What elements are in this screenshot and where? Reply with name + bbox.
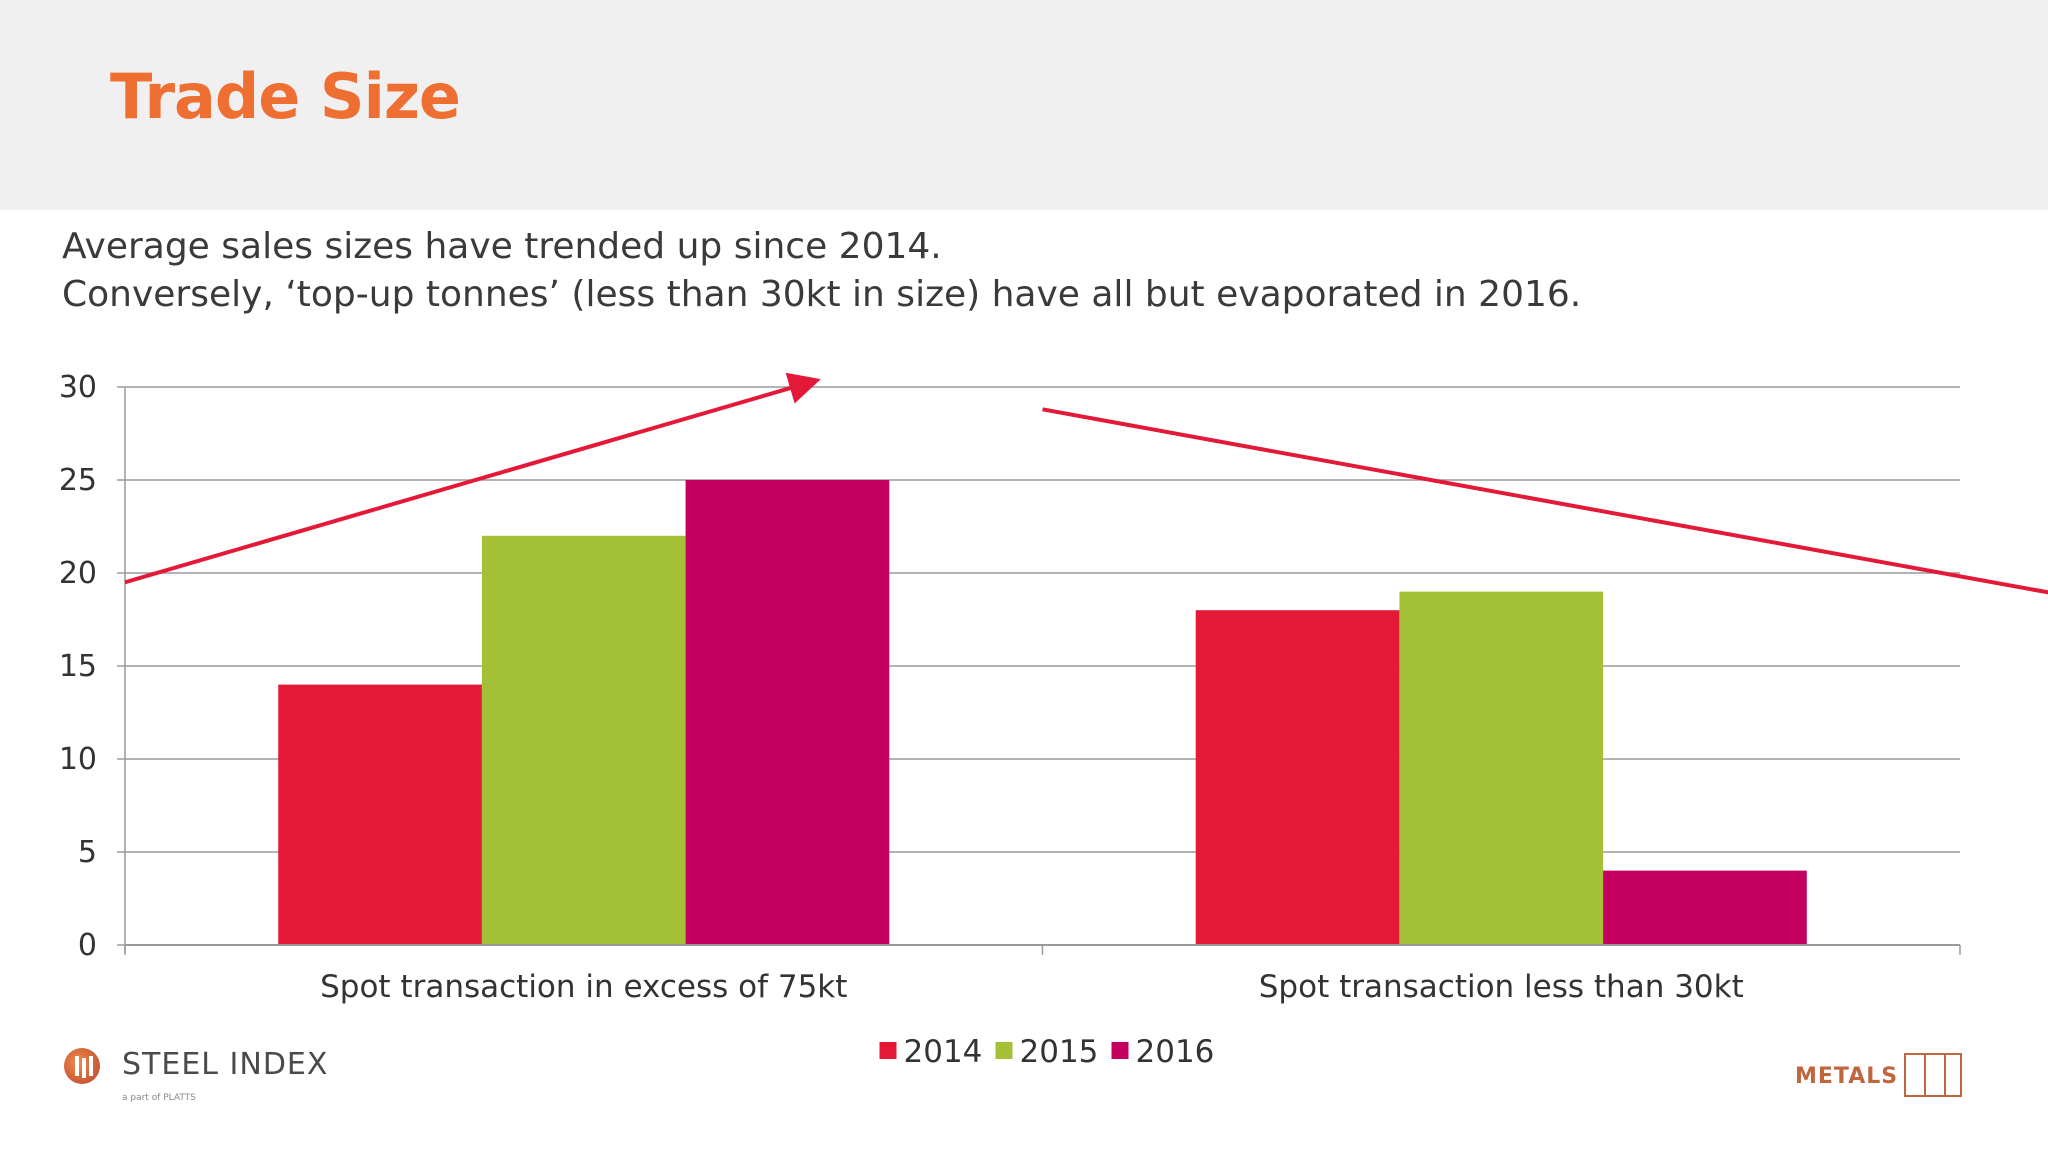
bar-2015-0 (481, 535, 686, 945)
axes (124, 387, 1961, 955)
y-tick-label: 20 (59, 556, 97, 591)
legend-label-2016: 2016 (1136, 1034, 1215, 1070)
trend-arrow-up (124, 372, 821, 585)
y-tick-label: 30 (59, 370, 97, 405)
steel-index-logo: STEEL INDEX a part of PLATTS (64, 1043, 364, 1123)
y-tick-label: 10 (59, 742, 97, 777)
legend: 2014 2015 2016 (879, 1034, 1215, 1070)
header-band: Trade Size (0, 0, 2048, 210)
bar-2014-1 (1195, 610, 1400, 945)
bar-chart: 0 5 10 15 20 25 30 Spot transaction in excess … (59, 370, 2048, 1070)
legend-label-2015: 2015 (1020, 1034, 1099, 1070)
legend-swatch-2014 (879, 1042, 897, 1059)
page-title: Trade Size (110, 60, 461, 133)
trend-arrows (124, 372, 2048, 595)
bar-2014-0 (278, 684, 482, 945)
bar-2016-0 (685, 480, 890, 945)
y-tick-label: 25 (59, 463, 97, 498)
legend-label-2014: 2014 (904, 1034, 983, 1070)
steel-index-logo-tagline: a part of PLATTS (122, 1093, 196, 1103)
bar-2016-1 (1603, 870, 1807, 945)
subtitle-line-1: Average sales sizes have trended up sinc… (62, 226, 942, 267)
y-tick-label: 15 (59, 649, 97, 684)
bars (278, 480, 1807, 945)
steel-index-logo-text: STEEL INDEX (122, 1047, 329, 1082)
bar-2015-1 (1399, 591, 1604, 945)
metals-logo-icon (1904, 1053, 1962, 1097)
y-tick-labels: 0 5 10 15 20 25 30 (59, 370, 97, 963)
y-tick-label: 5 (78, 835, 97, 870)
legend-swatch-2016 (1111, 1042, 1129, 1059)
steel-index-logo-icon (64, 1048, 100, 1084)
trend-arrow-down (1042, 407, 2048, 595)
subtitle-line-2: Conversely, ‘top-up tonnes’ (less than 3… (62, 274, 1582, 315)
y-tick-label: 0 (78, 928, 97, 963)
category-label: Spot transaction in excess of 75kt (320, 969, 847, 1005)
category-label: Spot transaction less than 30kt (1259, 969, 1744, 1005)
category-labels: Spot transaction in excess of 75kt Spot t… (320, 969, 1744, 1005)
metals-logo: METALS (1790, 1050, 1970, 1104)
legend-swatch-2015 (995, 1042, 1013, 1059)
metals-logo-text: METALS (1795, 1064, 1899, 1089)
